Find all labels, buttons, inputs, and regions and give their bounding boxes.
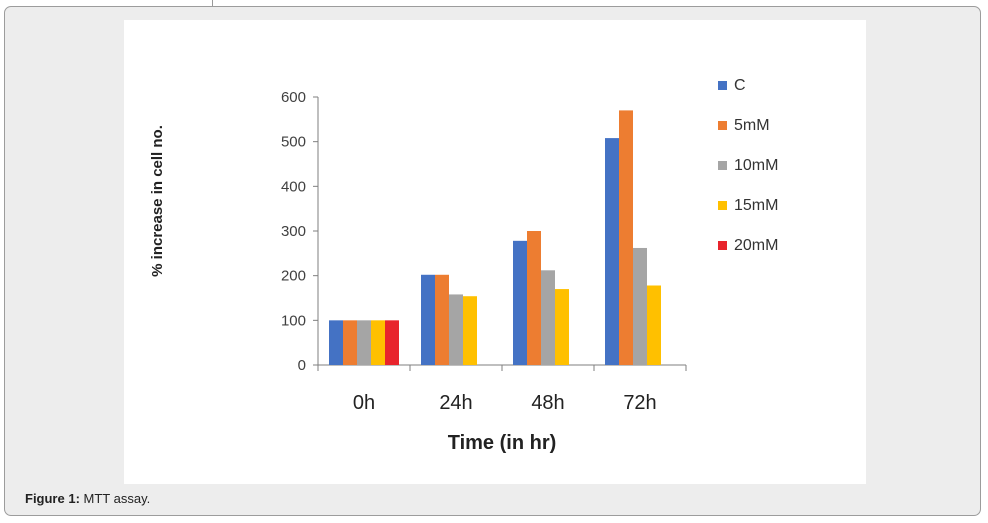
bar-chart: 0 100 200 300 400 500 600 0h 24h 48h 72h Time (in h… [149,77,778,454]
top-edge-mark [212,0,213,7]
legend-label: 15mM [734,197,778,214]
bar-C-0h [329,320,343,365]
legend-label: 20mM [734,237,778,254]
x-tick-label: 0h [353,392,375,414]
legend-label: C [734,77,746,94]
y-tick-label: 600 [281,89,306,106]
y-tick-label: 500 [281,134,306,151]
bar-15mM-24h [463,296,477,365]
legend-label: 10mM [734,157,778,174]
legend-label: 5mM [734,117,770,134]
y-tick-label: 300 [281,223,306,240]
bar-10mM-24h [449,294,463,365]
y-tick-label: 0 [298,357,306,374]
bar-5mM-48h [527,231,541,365]
bar-5mM-24h [435,274,449,365]
bar-C-48h [513,240,527,365]
bar-C-24h [421,274,435,365]
y-tick-label: 100 [281,312,306,329]
chart-panel: 0 100 200 300 400 500 600 0h 24h 48h 72h Time (in h… [124,20,866,484]
y-tick-label: 400 [281,178,306,195]
bar-15mM-48h [555,289,569,365]
bar-15mM-72h [647,285,661,365]
x-axis-title: Time (in hr) [448,432,557,454]
x-tick-label: 48h [531,392,564,414]
legend-swatch-10mM [718,161,727,170]
legend-swatch-C [718,81,727,90]
y-tick-label: 200 [281,268,306,285]
bar-10mM-48h [541,270,555,365]
legend-swatch-15mM [718,201,727,210]
bar-C-72h [605,138,619,365]
figure-caption: Figure 1: MTT assay. [25,491,150,506]
x-tick-label: 24h [439,392,472,414]
bar-15mM-0h [371,320,385,365]
caption-text: MTT assay. [83,491,151,506]
legend-swatch-5mM [718,121,727,130]
bar-5mM-0h [343,320,357,365]
bar-10mM-72h [633,247,647,365]
legend-swatch-20mM [718,241,727,250]
bar-5mM-72h [619,110,633,366]
y-axis-title: % increase in cell no. [149,125,166,277]
bar-10mM-0h [357,320,371,365]
x-tick-label: 72h [623,392,656,414]
caption-label: Figure 1: [25,491,80,506]
bar-20mM-0h [385,320,399,365]
